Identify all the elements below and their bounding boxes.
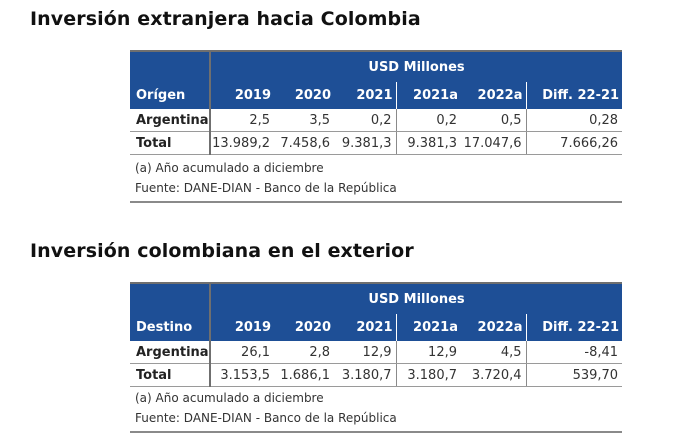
table-cell: 12,9 (334, 341, 396, 364)
column-header: 2021a (395, 82, 461, 109)
table-footnote: (a) Año acumulado a diciembre (135, 161, 324, 175)
table-cell: 3,5 (274, 109, 334, 132)
table-cell: 0,5 (461, 109, 526, 132)
table-cell: 12,9 (395, 341, 461, 364)
table-cell: 7.458,6 (274, 131, 334, 155)
column-header: 2022a (461, 82, 526, 109)
table-row: Total 13.989,2 7.458,6 9.381,3 9.381,3 1… (130, 131, 623, 155)
table-row: Argentina 2,5 3,5 0,2 0,2 0,5 0,28 (130, 109, 623, 132)
units-header: USD Millones (210, 282, 623, 314)
table-footnote: (a) Año acumulado a diciembre (135, 391, 324, 405)
table-cell: 4,5 (461, 341, 526, 364)
column-header: Diff. 22-21 (525, 314, 623, 341)
table-cell: 17.047,6 (461, 131, 526, 155)
bottom-rule (130, 201, 622, 203)
section-title: Inversión extranjera hacia Colombia (30, 8, 421, 30)
table-cell: 13.989,2 (210, 131, 274, 155)
table-cell: 3.180,7 (395, 363, 461, 387)
row-label: Argentina (130, 109, 211, 132)
table-cell: 0,2 (395, 109, 461, 132)
column-header: 2019 (210, 82, 274, 109)
table-cell: 7.666,26 (525, 131, 623, 155)
table-source: Fuente: DANE-DIAN - Banco de la Repúblic… (135, 411, 397, 425)
row-label: Total (130, 131, 211, 155)
origin-header: Orígen (136, 87, 186, 103)
table-cell: 539,70 (525, 363, 623, 387)
row-label: Argentina (130, 341, 211, 364)
table-cell: 26,1 (210, 341, 274, 364)
table-row: Total 3.153,5 1.686,1 3.180,7 3.180,7 3.… (130, 363, 623, 387)
column-header: 2021a (395, 314, 461, 341)
table-cell: 3.720,4 (461, 363, 526, 387)
table-cell: 9.381,3 (334, 131, 396, 155)
column-header: Diff. 22-21 (525, 82, 623, 109)
row-label: Total (130, 363, 211, 387)
column-header: 2022a (461, 314, 526, 341)
table-row: Argentina 26,1 2,8 12,9 12,9 4,5 -8,41 (130, 341, 623, 364)
column-header: 2019 (210, 314, 274, 341)
investment-table: Orígen USD Millones 2019 2020 2021 2021a… (130, 50, 623, 155)
column-header: 2020 (274, 314, 334, 341)
table-cell: 3.180,7 (334, 363, 396, 387)
table-cell: 0,2 (334, 109, 396, 132)
table-cell: 9.381,3 (395, 131, 461, 155)
table-cell: 2,5 (210, 109, 274, 132)
destination-header: Destino (136, 319, 193, 335)
table-cell: 2,8 (274, 341, 334, 364)
table-cell: 0,28 (525, 109, 623, 132)
table-cell: 1.686,1 (274, 363, 334, 387)
section-title: Inversión colombiana en el exterior (30, 240, 414, 262)
units-header: USD Millones (210, 50, 623, 82)
investment-table: Destino USD Millones 2019 2020 2021 2021… (130, 282, 623, 387)
destination-header-cell: Destino (130, 282, 211, 341)
bottom-rule (130, 431, 622, 433)
table-cell: 3.153,5 (210, 363, 274, 387)
column-header: 2021 (334, 314, 396, 341)
table-cell: -8,41 (525, 341, 623, 364)
table-source: Fuente: DANE-DIAN - Banco de la Repúblic… (135, 181, 397, 195)
column-header: 2021 (334, 82, 396, 109)
column-header: 2020 (274, 82, 334, 109)
origin-header-cell: Orígen (130, 50, 211, 109)
